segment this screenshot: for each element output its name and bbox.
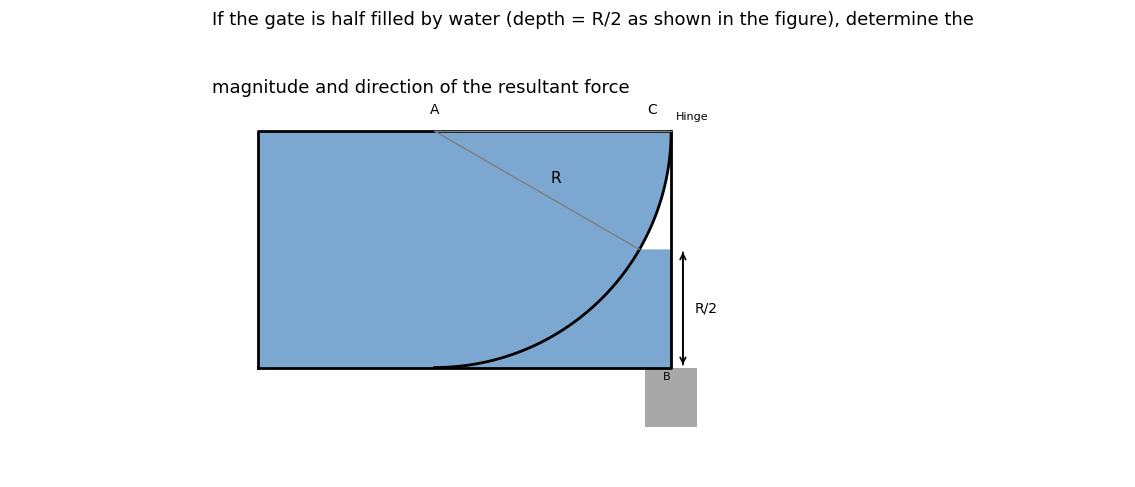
Text: Hinge: Hinge	[675, 112, 708, 122]
Text: magnitude and direction of the resultant force: magnitude and direction of the resultant…	[212, 79, 630, 97]
Text: If the gate is half filled by water (depth = R/2 as shown in the figure), determ: If the gate is half filled by water (dep…	[212, 11, 974, 29]
Text: R/2: R/2	[695, 301, 717, 316]
Polygon shape	[639, 131, 671, 249]
Text: R: R	[550, 171, 562, 186]
Polygon shape	[645, 368, 697, 427]
Text: A: A	[430, 103, 439, 117]
Text: C: C	[647, 103, 657, 117]
Polygon shape	[258, 131, 671, 368]
Text: B: B	[663, 372, 670, 382]
